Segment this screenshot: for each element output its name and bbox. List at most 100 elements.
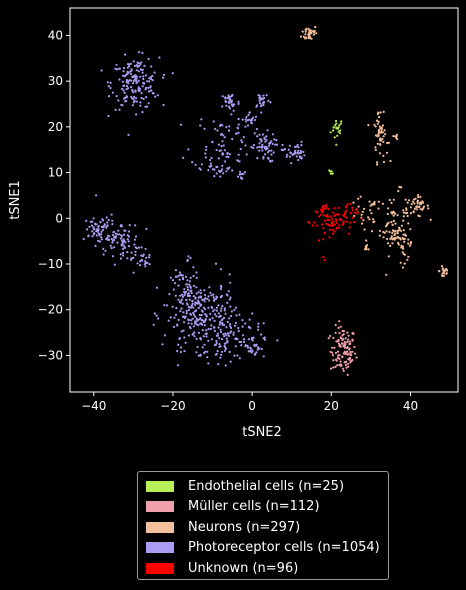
data-point (331, 172, 334, 175)
data-point (345, 204, 348, 208)
data-point (201, 346, 204, 349)
data-point (396, 229, 399, 232)
data-point (189, 276, 192, 279)
data-point (271, 159, 274, 162)
data-point (152, 323, 155, 326)
data-point (219, 356, 222, 359)
data-point (240, 176, 243, 179)
data-point (346, 220, 349, 223)
data-point (121, 234, 124, 238)
data-point (401, 251, 404, 254)
data-point (351, 332, 354, 335)
data-point (394, 232, 397, 235)
data-point (350, 359, 353, 363)
data-point (352, 201, 355, 204)
data-point (112, 230, 115, 233)
data-point (233, 354, 236, 357)
data-point (397, 226, 401, 229)
data-point (379, 137, 382, 140)
data-point (203, 298, 206, 301)
data-point (107, 85, 110, 88)
data-point (185, 312, 188, 315)
data-point (309, 29, 312, 32)
data-point (172, 325, 175, 328)
data-point (342, 222, 345, 225)
y-axis-label: tSNE1 (8, 180, 23, 220)
data-point (399, 186, 402, 189)
y-tick-label: −30 (38, 348, 63, 362)
data-point (383, 129, 386, 132)
data-point (220, 319, 223, 322)
data-point (139, 264, 142, 267)
data-point (219, 330, 223, 334)
data-point (212, 293, 215, 296)
legend-swatch (146, 480, 174, 492)
data-point (178, 278, 181, 281)
data-point (331, 221, 334, 224)
data-point (257, 328, 260, 331)
data-point (142, 75, 145, 78)
data-point (397, 236, 400, 239)
data-point (338, 320, 341, 323)
data-point (137, 86, 140, 89)
series-4-points (306, 202, 363, 262)
series-3-points (82, 51, 306, 367)
data-point (150, 77, 153, 81)
data-point (209, 162, 212, 165)
data-point (231, 169, 234, 172)
data-point (370, 212, 373, 215)
data-point (376, 142, 379, 145)
data-point (236, 159, 239, 162)
data-point (148, 254, 151, 257)
data-point (222, 316, 226, 319)
data-point (376, 161, 379, 164)
data-point (233, 103, 236, 106)
data-point (246, 119, 250, 122)
data-point (219, 345, 222, 348)
data-point (329, 172, 332, 175)
data-point (322, 214, 325, 217)
data-point (88, 225, 91, 228)
data-point (101, 225, 104, 228)
data-point (349, 202, 352, 205)
data-point (387, 141, 390, 144)
data-point (147, 86, 150, 89)
data-point (213, 168, 216, 171)
data-point (333, 346, 336, 349)
data-point (317, 239, 320, 242)
data-point (244, 144, 247, 147)
data-point (419, 195, 422, 199)
data-point (263, 338, 266, 341)
data-point (332, 232, 335, 235)
data-point (234, 321, 237, 325)
data-point (325, 204, 328, 207)
data-point (197, 306, 200, 310)
data-point (265, 135, 268, 138)
data-point (203, 300, 206, 303)
data-point (253, 132, 256, 135)
data-point (302, 35, 305, 38)
data-point (226, 320, 229, 324)
data-point (119, 253, 122, 256)
data-point (143, 64, 146, 67)
data-point (236, 338, 239, 341)
data-point (217, 304, 220, 307)
data-point (244, 118, 247, 121)
data-point (297, 149, 300, 152)
data-point (268, 144, 271, 147)
data-point (337, 213, 341, 216)
data-point (115, 63, 118, 66)
data-point (345, 366, 348, 369)
data-point (103, 224, 106, 227)
data-point (123, 229, 126, 232)
data-point (219, 328, 222, 331)
x-axis-label: tSNE2 (242, 425, 282, 440)
data-point (306, 220, 309, 223)
data-point (95, 194, 98, 197)
data-point (322, 256, 325, 259)
data-point (200, 163, 203, 166)
data-point (241, 319, 244, 322)
data-point (242, 172, 245, 176)
data-point (249, 346, 252, 349)
data-point (307, 27, 310, 30)
